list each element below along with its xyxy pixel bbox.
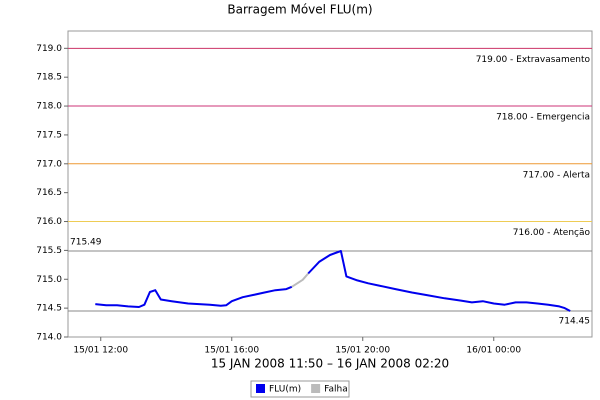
y-tick-label: 715.5 bbox=[36, 246, 62, 256]
legend-swatch bbox=[311, 384, 321, 393]
y-tick-label: 714.5 bbox=[36, 304, 62, 314]
legend-label: Falha bbox=[324, 385, 348, 395]
y-tick-label: 719.0 bbox=[36, 44, 62, 54]
y-tick-label: 717.0 bbox=[36, 159, 62, 169]
legend-swatch bbox=[256, 384, 265, 393]
plot-area bbox=[67, 30, 593, 338]
y-tick-label: 718.0 bbox=[36, 102, 62, 112]
x-tick-label: 15/01 12:00 bbox=[73, 346, 128, 356]
chart-title: Barragem Móvel FLU(m) bbox=[227, 3, 372, 17]
threshold-label: 719.00 - Extravasamento bbox=[476, 55, 591, 65]
series-line bbox=[95, 250, 571, 312]
x-axis-title: 15 JAN 2008 11:50 – 16 JAN 2008 02:20 bbox=[211, 357, 449, 371]
x-tick-label: 15/01 20:00 bbox=[335, 346, 390, 356]
x-tick-label: 16/01 00:00 bbox=[466, 346, 521, 356]
x-tick-label: 15/01 16:00 bbox=[204, 346, 259, 356]
y-tick-label: 714.0 bbox=[36, 333, 62, 343]
y-tick-label: 718.5 bbox=[36, 73, 62, 83]
legend-label: FLU(m) bbox=[269, 385, 301, 395]
threshold-label: 717.00 - Alerta bbox=[523, 170, 590, 180]
threshold-label: 718.00 - Emergencia bbox=[496, 113, 590, 123]
threshold-label: 716.00 - Atenção bbox=[513, 228, 591, 238]
y-tick-label: 717.5 bbox=[36, 130, 62, 140]
legend bbox=[250, 380, 350, 398]
series-line bbox=[291, 272, 309, 288]
y-tick-label: 716.0 bbox=[36, 217, 62, 227]
y-tick-label: 715.0 bbox=[36, 275, 62, 285]
reference-label: 715.49 bbox=[70, 237, 102, 247]
y-tick-label: 716.5 bbox=[36, 188, 62, 198]
reference-label: 714.45 bbox=[559, 317, 591, 327]
